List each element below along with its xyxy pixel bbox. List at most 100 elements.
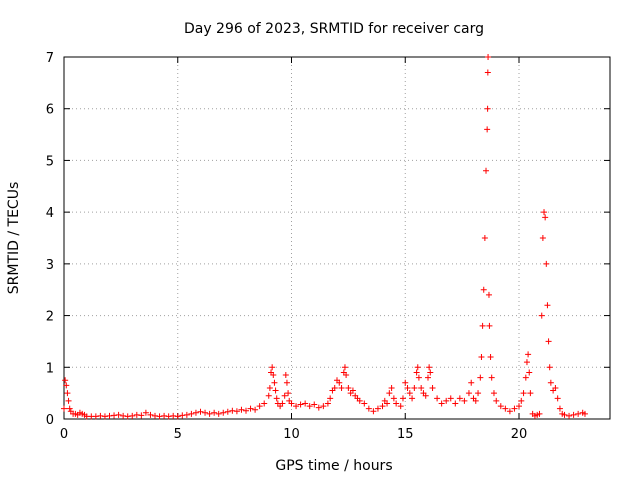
data-point bbox=[406, 390, 413, 397]
data-point bbox=[443, 397, 450, 404]
data-point bbox=[238, 406, 245, 413]
data-point bbox=[345, 384, 352, 391]
data-point bbox=[365, 405, 372, 412]
y-tick-label: 5 bbox=[46, 154, 54, 169]
data-point bbox=[265, 392, 272, 399]
data-point bbox=[487, 353, 494, 360]
data-point bbox=[542, 214, 549, 221]
data-point bbox=[429, 384, 436, 391]
data-point bbox=[426, 364, 433, 371]
data-point bbox=[243, 407, 249, 414]
data-point bbox=[427, 369, 434, 376]
data-point bbox=[269, 364, 276, 371]
data-point bbox=[516, 403, 522, 410]
data-point bbox=[111, 412, 118, 419]
data-point bbox=[202, 409, 209, 416]
data-point bbox=[273, 395, 280, 402]
data-point bbox=[62, 377, 69, 384]
data-point bbox=[311, 401, 318, 408]
grid bbox=[64, 57, 610, 419]
data-point bbox=[561, 411, 568, 418]
data-point bbox=[413, 369, 420, 376]
data-point bbox=[142, 409, 149, 416]
data-point bbox=[525, 351, 532, 358]
data-point bbox=[297, 401, 304, 408]
data-point bbox=[546, 364, 553, 371]
x-tick-label: 5 bbox=[174, 427, 182, 442]
data-point bbox=[404, 384, 411, 391]
data-point bbox=[465, 390, 472, 397]
data-point bbox=[133, 411, 140, 418]
data-point bbox=[397, 403, 404, 410]
data-point bbox=[120, 412, 127, 419]
data-point bbox=[349, 387, 356, 394]
data-point bbox=[485, 54, 492, 60]
data-point bbox=[261, 400, 268, 407]
data-point bbox=[281, 392, 288, 399]
y-tick-label: 7 bbox=[46, 51, 54, 66]
y-tick-label: 4 bbox=[46, 206, 54, 221]
data-point bbox=[65, 397, 72, 404]
x-tick-label: 20 bbox=[511, 427, 528, 442]
data-point bbox=[523, 359, 530, 366]
data-point bbox=[343, 372, 350, 379]
data-point bbox=[393, 400, 400, 407]
data-point bbox=[414, 364, 421, 371]
data-point bbox=[484, 69, 491, 76]
data-point bbox=[315, 404, 322, 411]
data-point bbox=[425, 374, 431, 381]
data-point bbox=[138, 412, 145, 419]
data-point bbox=[502, 405, 509, 412]
data-point bbox=[520, 390, 527, 397]
y-tick-label: 3 bbox=[46, 258, 54, 273]
data-point bbox=[320, 403, 327, 410]
data-point bbox=[556, 405, 563, 412]
data-point bbox=[422, 392, 429, 399]
data-point bbox=[409, 395, 416, 402]
data-point bbox=[271, 379, 278, 386]
data-point bbox=[484, 126, 491, 133]
x-tick-label: 15 bbox=[397, 427, 414, 442]
data-point bbox=[247, 405, 254, 412]
data-point bbox=[197, 408, 204, 415]
data-point bbox=[331, 384, 338, 391]
data-point bbox=[361, 400, 368, 407]
data-point bbox=[129, 412, 136, 419]
data-point bbox=[484, 105, 491, 112]
data-point bbox=[63, 382, 70, 389]
data-point bbox=[64, 390, 71, 397]
data-point bbox=[472, 397, 479, 404]
data-point bbox=[252, 406, 259, 413]
data-point bbox=[566, 412, 573, 419]
data-point bbox=[233, 408, 240, 415]
x-axis-label: GPS time / hours bbox=[275, 458, 392, 474]
data-point bbox=[324, 400, 331, 407]
data-point bbox=[272, 387, 279, 394]
data-point bbox=[452, 400, 459, 407]
data-point bbox=[379, 403, 386, 410]
x-tick-label: 0 bbox=[60, 427, 68, 442]
data-point bbox=[479, 322, 486, 329]
data-point bbox=[174, 413, 181, 420]
data-point bbox=[418, 384, 425, 391]
data-point bbox=[270, 372, 277, 379]
data-point bbox=[92, 413, 99, 420]
ticks: 0 5 10 15 20 0 1 2 3 4 5 6 7 bbox=[46, 51, 610, 442]
data-point bbox=[220, 409, 227, 416]
chart-title: Day 296 of 2023, SRMTID for receiver car… bbox=[184, 21, 484, 37]
data-point bbox=[229, 407, 236, 414]
data-point bbox=[288, 400, 295, 407]
data-point bbox=[480, 286, 487, 293]
data-point bbox=[124, 413, 131, 420]
data-point bbox=[483, 167, 490, 174]
data-point bbox=[115, 411, 122, 418]
data-point bbox=[415, 374, 422, 381]
data-point bbox=[97, 412, 104, 419]
data-point bbox=[570, 411, 577, 418]
data-point bbox=[481, 235, 488, 241]
data-point bbox=[370, 408, 377, 415]
data-point bbox=[488, 374, 495, 381]
data-point bbox=[224, 408, 231, 415]
data-point bbox=[581, 410, 588, 417]
